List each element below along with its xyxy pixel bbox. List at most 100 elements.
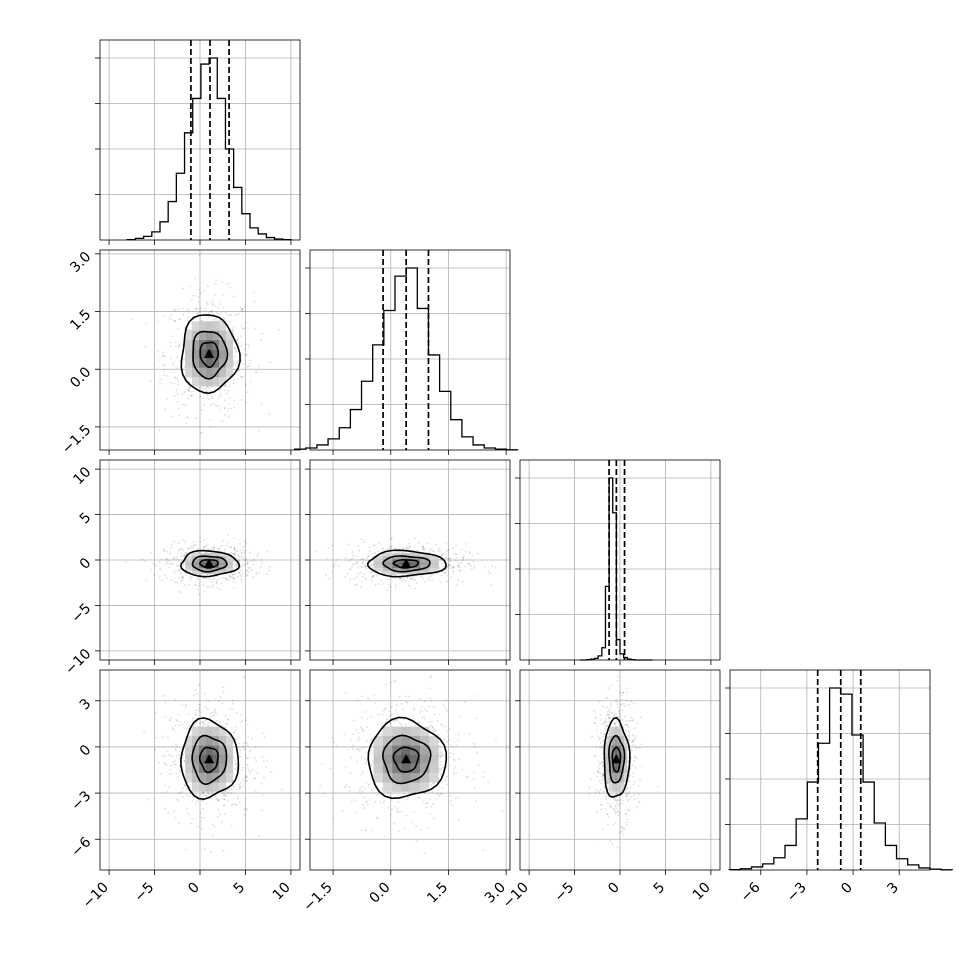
scatter-point [617, 675, 620, 678]
density-block [226, 773, 233, 783]
scatter-point [204, 545, 207, 548]
scatter-point [238, 783, 241, 786]
density-block [219, 559, 227, 563]
scatter-point [173, 760, 176, 762]
scatter-point [206, 394, 209, 397]
histogram-param-4 [725, 669, 953, 871]
scatter-point [239, 542, 242, 545]
scatter-point [193, 694, 196, 697]
contour-level [191, 555, 228, 573]
density-block [420, 556, 430, 560]
scatter-point [423, 548, 425, 551]
density-block [185, 754, 193, 764]
density-block [420, 754, 430, 764]
scatter-point [618, 709, 620, 712]
scatter-point [241, 310, 244, 313]
scatter-point [438, 565, 441, 568]
scatter-point [242, 742, 245, 745]
scatter-point [607, 720, 610, 723]
scatter-point [223, 804, 226, 806]
scatter-point [205, 300, 208, 303]
scatter-point [365, 781, 368, 784]
scatter-point [625, 699, 628, 702]
density-block [192, 745, 199, 755]
scatter-point [200, 816, 203, 819]
scatter-point [255, 572, 258, 575]
scatter-point [614, 722, 617, 724]
scatter-point [246, 569, 249, 572]
scatter-point [173, 376, 176, 379]
scatter-point [625, 720, 628, 722]
scatter-point [249, 551, 251, 554]
density-block [226, 367, 233, 378]
scatter-point [394, 679, 397, 682]
scatter-point [473, 746, 476, 749]
scatter-point [236, 361, 239, 364]
scatter-point [216, 548, 219, 551]
scatter-point [177, 713, 180, 716]
scatter-point [164, 574, 166, 577]
scatter-point [413, 707, 416, 710]
contour-level [382, 555, 431, 573]
scatter-point [164, 408, 167, 411]
scatter-point [618, 832, 621, 835]
scatter-point [429, 575, 432, 578]
scatter-point [243, 363, 245, 365]
density-block [192, 559, 199, 563]
scatter-point [206, 708, 209, 710]
scatter-point [231, 573, 234, 576]
scatter-point [373, 693, 375, 696]
scatter-point [237, 797, 239, 800]
scatter-point [172, 364, 175, 366]
scatter-point [172, 571, 175, 574]
scatter-point [601, 761, 604, 764]
scatter-point [234, 767, 237, 770]
scatter-point [379, 801, 382, 804]
scatter-point [232, 573, 234, 576]
scatter-point [381, 571, 383, 574]
scatter-point [348, 567, 351, 570]
scatter-point [326, 557, 329, 560]
scatter-point [202, 792, 205, 795]
scatter-point [406, 798, 409, 801]
scatter-point [238, 788, 241, 790]
scatter-point [362, 790, 364, 793]
scatter-point [180, 552, 183, 554]
density-block [205, 339, 213, 350]
scatter-point [422, 545, 425, 548]
scatter-point [155, 565, 158, 567]
scatter-point [242, 766, 244, 769]
density-block [205, 556, 213, 560]
scatter-point [240, 555, 243, 557]
scatter-point [205, 390, 207, 393]
scatter-point [210, 386, 213, 388]
density-block [226, 556, 233, 560]
density-block [614, 782, 618, 792]
scatter-point [433, 713, 436, 716]
scatter-point [604, 808, 607, 811]
scatter-point [203, 847, 206, 850]
scatter-point [356, 747, 359, 750]
scatter-point [468, 733, 471, 735]
scatter-point [483, 770, 486, 773]
scatter-point [383, 799, 386, 802]
scatter-point [239, 786, 242, 788]
scatter-point [365, 828, 368, 831]
scatter-point [183, 555, 186, 558]
scatter-point [149, 380, 152, 382]
scatter-point [182, 287, 185, 290]
scatter-point [391, 537, 393, 539]
scatter-point [622, 703, 625, 705]
scatter-point [169, 341, 172, 344]
scatter-point [189, 547, 192, 550]
scatter-point [602, 736, 604, 738]
scatter-point [245, 353, 248, 355]
scatter-point [610, 703, 613, 706]
scatter-point [223, 413, 226, 416]
scatter-point [333, 741, 335, 744]
scatter-point [489, 572, 492, 575]
scatter-point [238, 369, 240, 372]
scatter-point [633, 759, 636, 762]
scatter-point [390, 576, 393, 579]
density-block [185, 339, 193, 350]
